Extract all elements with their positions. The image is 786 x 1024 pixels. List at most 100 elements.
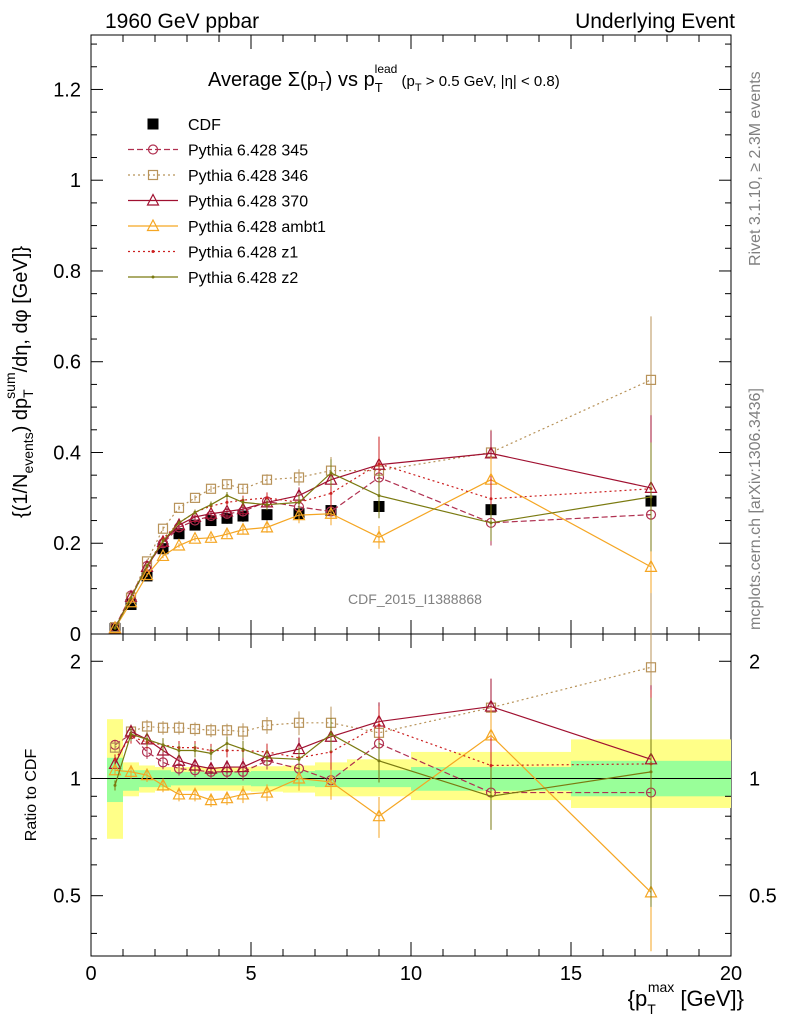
ratio-point xyxy=(645,662,657,673)
data-point xyxy=(649,495,653,499)
data-point xyxy=(125,599,137,611)
main-y-label: {(1/Nevents) dpTsum/dη, dφ [GeV]} xyxy=(2,246,36,518)
data-point xyxy=(225,494,229,498)
ratio-point xyxy=(293,717,305,728)
data-point xyxy=(188,509,202,523)
x-tick-label: 5 xyxy=(245,963,256,985)
legend-label: Pythia 6.428 ambt1 xyxy=(188,219,326,236)
ratio-series-3 xyxy=(108,707,658,952)
legend-marker xyxy=(147,118,159,130)
y-tick-label: 0.6 xyxy=(53,352,81,374)
side-label-rivet: Rivet 3.1.10, ≥ 2.3M events xyxy=(747,71,764,266)
data-point xyxy=(189,492,201,503)
ratio-point xyxy=(225,741,229,745)
ratio-point xyxy=(265,756,269,760)
data-point xyxy=(241,500,245,504)
series-line xyxy=(114,379,652,628)
legend-entry-6: Pythia 6.428 z2 xyxy=(128,270,298,287)
legend-label: CDF xyxy=(188,117,221,134)
legend-marker xyxy=(146,193,160,206)
legend-label: Pythia 6.428 z2 xyxy=(188,270,298,287)
ratio-point xyxy=(113,783,117,787)
data-point xyxy=(324,506,338,519)
data-point xyxy=(489,497,493,501)
y-tick-label: 0.8 xyxy=(53,261,81,283)
data-point xyxy=(156,548,170,562)
ratio-series-layer xyxy=(108,593,658,952)
ratio-point xyxy=(649,770,653,774)
legend-label: Pythia 6.428 370 xyxy=(188,194,308,211)
data-point xyxy=(645,374,657,385)
data-point xyxy=(261,474,273,485)
y-tick-label: 1 xyxy=(70,170,81,192)
data-point xyxy=(140,567,154,581)
data-point xyxy=(173,528,185,540)
ratio-tick-label-right: 1 xyxy=(749,768,760,790)
data-point xyxy=(177,521,181,525)
ratio-point xyxy=(188,787,202,800)
ratio-point xyxy=(108,762,122,776)
data-point xyxy=(225,500,229,504)
ratio-point xyxy=(297,757,301,761)
x-tick-label: 20 xyxy=(720,963,742,985)
series-line xyxy=(114,476,652,628)
ratio-point xyxy=(220,759,234,773)
x-tick-label: 10 xyxy=(400,963,422,985)
ratio-point xyxy=(489,794,493,798)
ratio-tick-label-right: 0.5 xyxy=(749,886,777,908)
legend-label: Pythia 6.428 z1 xyxy=(188,245,298,262)
data-point xyxy=(157,523,169,534)
ratio-point xyxy=(156,743,170,756)
main-series-layer xyxy=(108,316,658,635)
ratio-point xyxy=(221,725,233,736)
data-point xyxy=(156,534,170,547)
ratio-point xyxy=(113,757,117,761)
legend-entry-2: Pythia 6.428 346 xyxy=(128,168,308,185)
data-point xyxy=(172,538,186,551)
data-point xyxy=(205,483,217,494)
data-point xyxy=(265,503,269,507)
ratio-tick-label-left: 2 xyxy=(70,651,81,673)
ratio-point xyxy=(209,751,213,755)
data-point xyxy=(221,479,233,490)
data-point xyxy=(297,500,301,504)
ratio-point xyxy=(157,757,169,768)
data-point xyxy=(161,539,165,543)
ratio-point xyxy=(329,732,333,736)
ratio-point xyxy=(141,721,153,732)
legend-entry-0: CDF xyxy=(147,117,221,134)
data-point xyxy=(377,462,381,466)
series-0 xyxy=(109,478,657,635)
data-point xyxy=(265,496,269,500)
ratio-uncertainty-band xyxy=(107,719,731,839)
legend-entry-1: Pythia 6.428 345 xyxy=(128,143,308,160)
y-tick-label: 0.2 xyxy=(53,533,81,555)
ratio-point xyxy=(261,720,273,731)
data-point xyxy=(204,506,218,519)
ratio-point xyxy=(177,748,181,752)
legend-marker xyxy=(147,169,159,181)
ratio-point xyxy=(225,748,229,752)
y-tick-label: 0 xyxy=(70,624,81,646)
ratio-point xyxy=(324,774,338,787)
data-point xyxy=(124,594,138,608)
ratio-tick-label-right: 2 xyxy=(749,651,760,673)
ratio-tick-label-left: 0.5 xyxy=(53,886,81,908)
legend: CDF Pythia 6.428 345 Pythia 6.428 346 Pythi… xyxy=(128,117,326,287)
data-point xyxy=(108,620,122,634)
ratio-point xyxy=(205,725,217,736)
ratio-point xyxy=(204,792,218,806)
ratio-point xyxy=(129,732,133,736)
ratio-point xyxy=(292,771,306,784)
x-tick-label: 15 xyxy=(560,963,582,985)
legend-marker xyxy=(151,250,155,253)
ratio-point xyxy=(172,787,186,800)
data-point xyxy=(140,559,154,572)
legend-entry-4: Pythia 6.428 ambt1 xyxy=(128,218,326,236)
legend-label: Pythia 6.428 346 xyxy=(188,168,308,185)
data-point xyxy=(377,494,381,498)
legend-entry-5: Pythia 6.428 z1 xyxy=(128,245,298,262)
ratio-y-label: Ratio to CDF xyxy=(23,749,40,842)
legend-marker xyxy=(151,275,155,279)
